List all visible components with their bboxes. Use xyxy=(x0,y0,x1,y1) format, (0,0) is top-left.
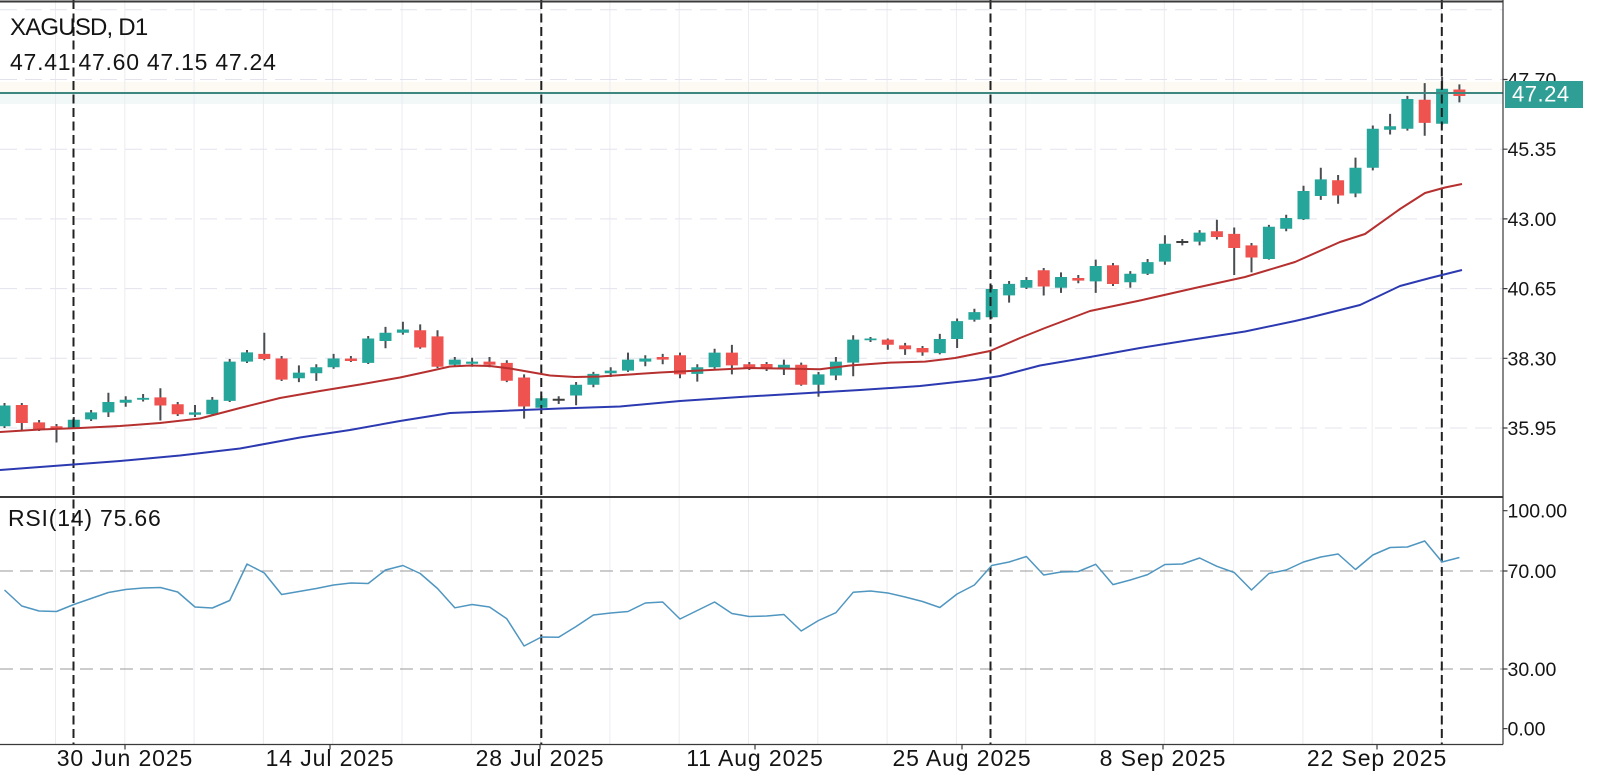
svg-text:70.00: 70.00 xyxy=(1508,561,1557,583)
svg-text:47.41 47.60 47.15 47.24: 47.41 47.60 47.15 47.24 xyxy=(10,49,277,75)
svg-text:30.00: 30.00 xyxy=(1508,659,1557,681)
svg-text:XAGUSD, D1: XAGUSD, D1 xyxy=(10,14,148,41)
svg-text:47.24: 47.24 xyxy=(1512,82,1570,107)
svg-text:100.00: 100.00 xyxy=(1508,501,1568,523)
svg-text:0.00: 0.00 xyxy=(1508,719,1546,741)
svg-text:38.30: 38.30 xyxy=(1508,348,1557,370)
svg-text:45.35: 45.35 xyxy=(1508,139,1557,161)
svg-text:35.95: 35.95 xyxy=(1508,418,1557,440)
svg-text:40.65: 40.65 xyxy=(1508,279,1557,301)
svg-text:RSI(14) 75.66: RSI(14) 75.66 xyxy=(8,505,162,531)
svg-text:43.00: 43.00 xyxy=(1508,209,1557,231)
